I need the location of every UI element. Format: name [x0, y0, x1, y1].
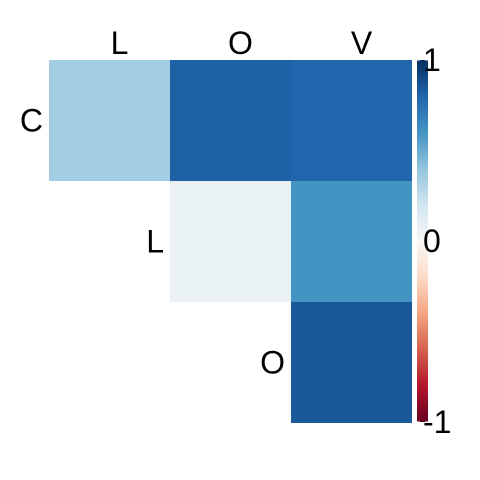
- row-label-0: C: [20, 103, 43, 139]
- colorbar-tick-label-2: -1: [423, 404, 451, 440]
- colorbar-tick-label-0: 1: [423, 42, 441, 78]
- heatmap-cell-o-v-5: [291, 302, 412, 423]
- heatmap-cell-l-o-3: [170, 181, 291, 302]
- row-label-1: L: [146, 224, 164, 260]
- heatmap-cell-c-v-2: [291, 60, 412, 181]
- colorbar-gradient: [417, 60, 428, 422]
- column-label-1: O: [228, 25, 253, 61]
- heatmap-cell-c-o-1: [170, 60, 291, 181]
- row-label-2: O: [260, 345, 285, 381]
- heatmap-cells: [49, 60, 412, 423]
- row-labels: C L O: [20, 103, 285, 381]
- column-label-0: L: [111, 25, 129, 61]
- heatmap-cell-c-l-0: [49, 60, 170, 181]
- heatmap-cell-l-v-4: [291, 181, 412, 302]
- colorbar: 1 0 -1: [417, 42, 451, 440]
- column-label-2: V: [351, 25, 373, 61]
- colorbar-tick-label-1: 0: [423, 223, 441, 259]
